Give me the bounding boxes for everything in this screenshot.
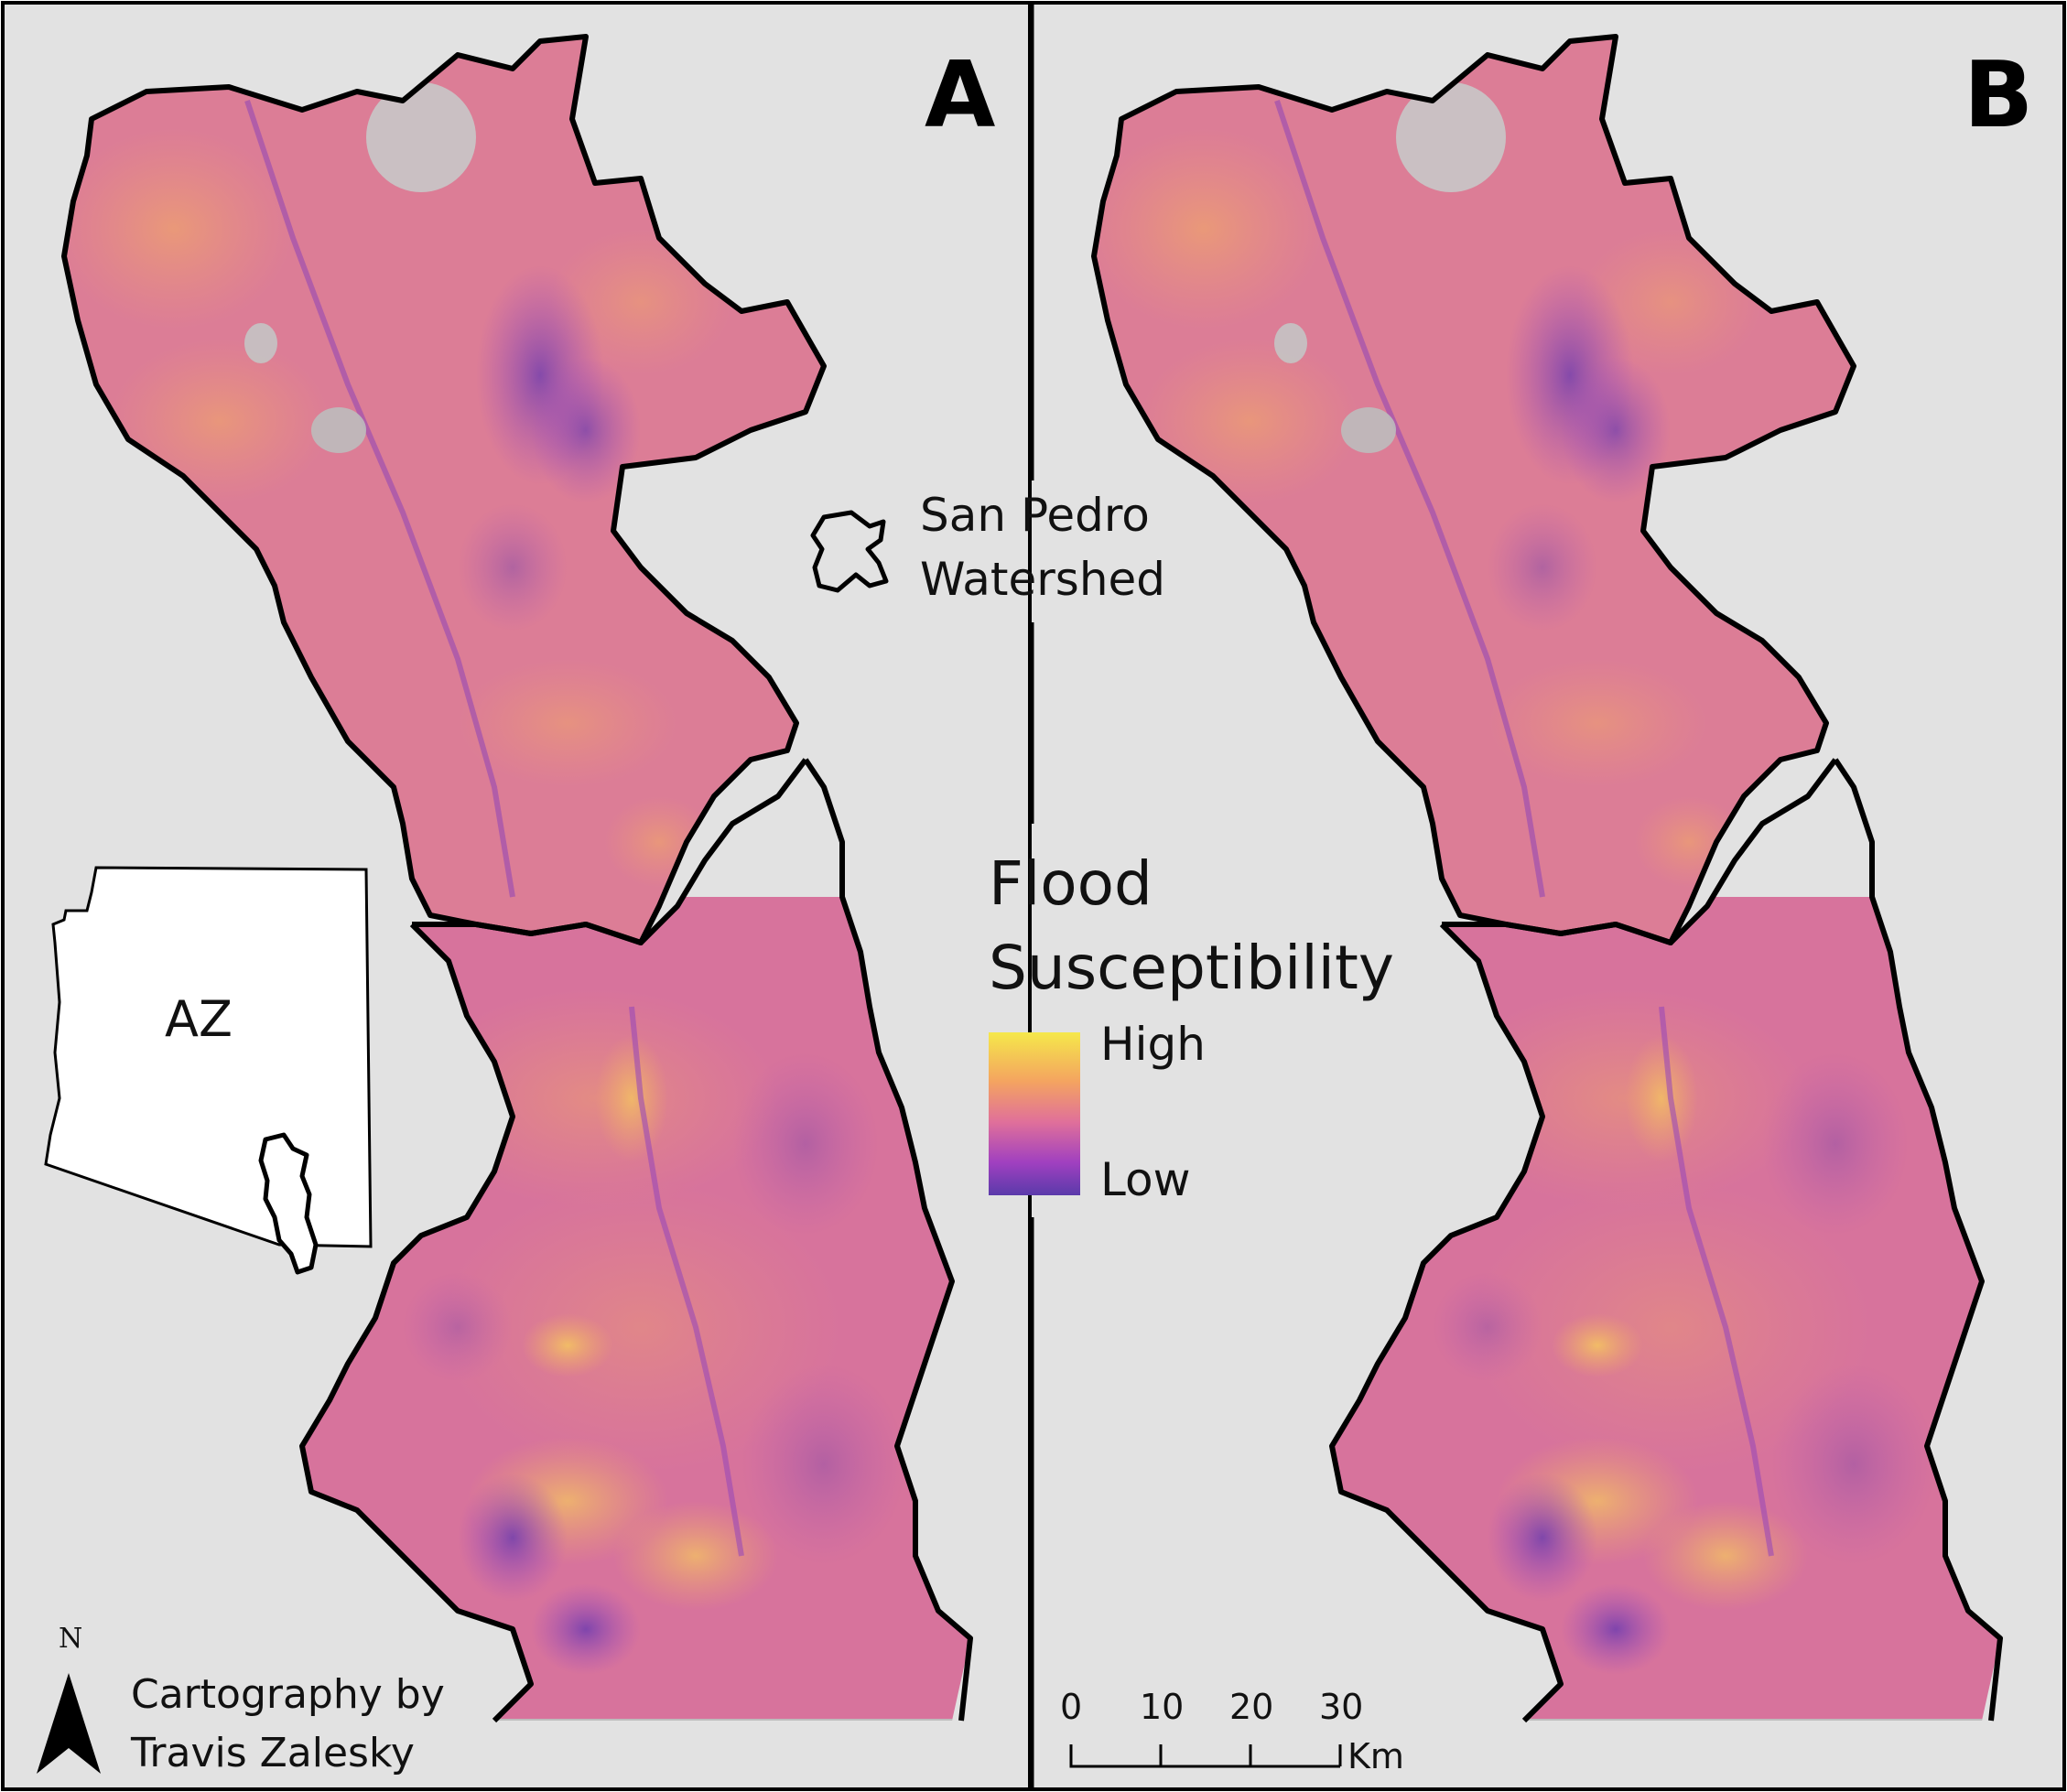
- legend-low-label: Low: [1100, 1153, 1190, 1206]
- watershed-outline-icon: [810, 510, 889, 593]
- watershed-key-line1: San Pedro: [920, 489, 1150, 542]
- scale-bar-line: [1069, 1744, 1342, 1768]
- watershed-key: San Pedro Watershed: [810, 489, 1165, 606]
- credit: Cartography by Travis Zalesky: [130, 1671, 445, 1776]
- arizona-inset: AZ: [44, 866, 373, 1275]
- legend: Flood Susceptibility High Low: [989, 848, 1394, 1206]
- watershed-key-line2: Watershed: [920, 553, 1165, 606]
- legend-high-label: High: [1100, 1018, 1206, 1071]
- scale-bar: 0 10 20 30 Km: [1060, 1687, 1404, 1776]
- panel-a-letter: A: [925, 41, 995, 148]
- north-arrow-label: N: [59, 1623, 82, 1655]
- scale-tick-30: 30: [1319, 1687, 1363, 1727]
- inset-watershed-outline: [258, 1132, 319, 1275]
- inset-az-label: AZ: [165, 990, 233, 1048]
- credit-line1: Cartography by: [131, 1671, 445, 1718]
- north-arrow-icon: [37, 1673, 101, 1774]
- credit-line2: Travis Zalesky: [130, 1730, 415, 1776]
- scale-unit: Km: [1347, 1736, 1404, 1776]
- scale-tick-20: 20: [1229, 1687, 1273, 1727]
- legend-color-ramp: [989, 1032, 1080, 1195]
- north-arrow: N: [37, 1623, 101, 1774]
- panel-b-letter: B: [1964, 41, 2033, 148]
- scale-tick-0: 0: [1060, 1687, 1082, 1727]
- legend-title-line1: Flood: [989, 848, 1153, 919]
- legend-title-line2: Susceptibility: [989, 933, 1394, 1003]
- scale-tick-10: 10: [1140, 1687, 1184, 1727]
